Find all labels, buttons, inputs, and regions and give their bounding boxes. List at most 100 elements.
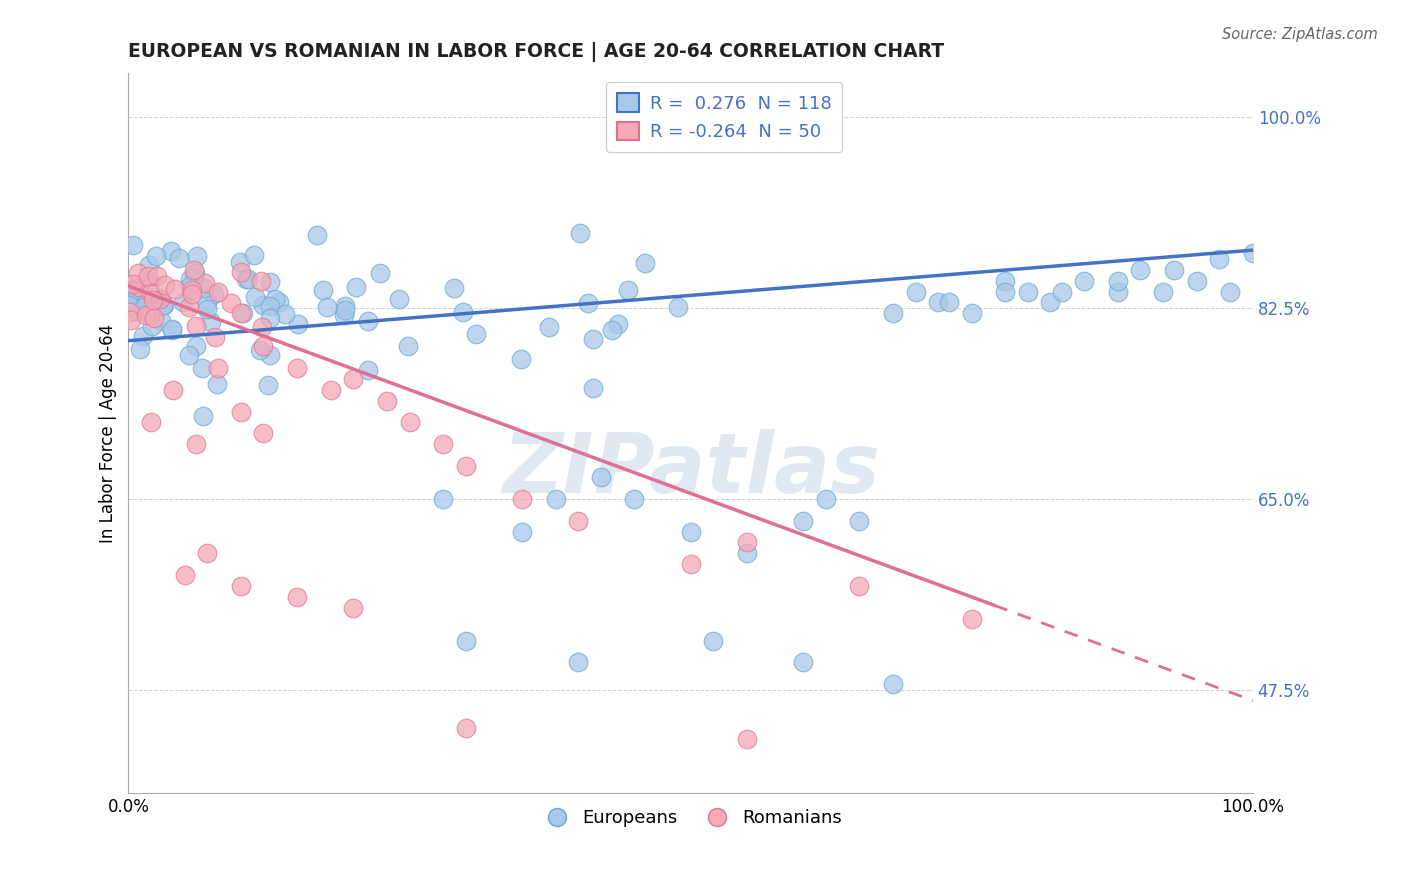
Point xyxy=(569,226,592,240)
Point xyxy=(464,326,486,341)
Point xyxy=(398,416,420,430)
Point xyxy=(132,329,155,343)
Point xyxy=(333,299,356,313)
Point xyxy=(207,360,229,375)
Point xyxy=(285,360,308,375)
Point xyxy=(1073,274,1095,288)
Point xyxy=(735,535,758,549)
Point xyxy=(257,378,280,392)
Point xyxy=(1241,246,1264,260)
Point xyxy=(190,360,212,375)
Point xyxy=(184,318,207,333)
Point xyxy=(219,295,242,310)
Point xyxy=(848,514,870,528)
Point xyxy=(259,310,281,325)
Point xyxy=(333,302,356,317)
Point xyxy=(139,416,162,430)
Point xyxy=(396,339,419,353)
Point xyxy=(193,281,215,295)
Point xyxy=(118,283,141,297)
Point xyxy=(285,590,308,604)
Point xyxy=(792,656,814,670)
Point xyxy=(666,300,689,314)
Point xyxy=(267,295,290,310)
Point xyxy=(181,284,204,298)
Point xyxy=(273,307,295,321)
Point xyxy=(184,338,207,352)
Point xyxy=(229,265,252,279)
Point xyxy=(207,285,229,299)
Legend: Europeans, Romanians: Europeans, Romanians xyxy=(531,802,849,835)
Point xyxy=(145,249,167,263)
Point xyxy=(118,298,141,312)
Point xyxy=(235,272,257,286)
Point xyxy=(702,633,724,648)
Point xyxy=(1152,285,1174,299)
Point xyxy=(1185,274,1208,288)
Point xyxy=(1129,262,1152,277)
Point xyxy=(342,601,364,615)
Point xyxy=(623,491,645,506)
Point xyxy=(679,558,702,572)
Point xyxy=(229,306,252,320)
Point xyxy=(121,277,143,292)
Point xyxy=(136,293,159,307)
Point xyxy=(200,315,222,329)
Point xyxy=(370,266,392,280)
Point xyxy=(904,285,927,299)
Point xyxy=(195,301,218,316)
Point xyxy=(205,377,228,392)
Point xyxy=(1219,285,1241,299)
Point xyxy=(960,612,983,626)
Point xyxy=(173,568,195,582)
Y-axis label: In Labor Force | Age 20-64: In Labor Force | Age 20-64 xyxy=(100,324,117,543)
Point xyxy=(582,332,605,346)
Point xyxy=(172,295,194,310)
Point xyxy=(607,317,630,331)
Point xyxy=(357,313,380,327)
Point xyxy=(259,299,281,313)
Point xyxy=(150,314,173,328)
Point xyxy=(127,304,149,318)
Point xyxy=(179,278,201,293)
Text: EUROPEAN VS ROMANIAN IN LABOR FORCE | AGE 20-64 CORRELATION CHART: EUROPEAN VS ROMANIAN IN LABOR FORCE | AG… xyxy=(128,42,945,62)
Point xyxy=(183,263,205,277)
Point xyxy=(617,283,640,297)
Point xyxy=(122,238,145,252)
Point xyxy=(229,579,252,593)
Point xyxy=(567,656,589,670)
Point xyxy=(195,296,218,310)
Point xyxy=(250,274,273,288)
Point xyxy=(195,546,218,560)
Point xyxy=(179,272,201,286)
Point xyxy=(1163,262,1185,277)
Point xyxy=(882,677,904,691)
Point xyxy=(994,274,1017,288)
Point xyxy=(202,287,225,301)
Point xyxy=(848,579,870,593)
Point xyxy=(264,292,287,306)
Point xyxy=(537,319,560,334)
Point xyxy=(589,470,612,484)
Point xyxy=(169,251,191,265)
Point xyxy=(375,393,398,408)
Point xyxy=(153,277,176,292)
Point xyxy=(146,293,169,307)
Point xyxy=(319,383,342,397)
Point xyxy=(1039,295,1062,310)
Point xyxy=(180,287,202,301)
Point xyxy=(567,514,589,528)
Point xyxy=(229,254,252,268)
Point xyxy=(735,731,758,746)
Point xyxy=(1017,285,1039,299)
Point xyxy=(177,348,200,362)
Point xyxy=(162,322,184,336)
Point xyxy=(118,305,141,319)
Point xyxy=(388,292,411,306)
Text: Source: ZipAtlas.com: Source: ZipAtlas.com xyxy=(1222,27,1378,42)
Point xyxy=(249,343,271,357)
Point xyxy=(141,318,163,333)
Point xyxy=(145,301,167,315)
Point xyxy=(432,437,454,451)
Point xyxy=(165,282,187,296)
